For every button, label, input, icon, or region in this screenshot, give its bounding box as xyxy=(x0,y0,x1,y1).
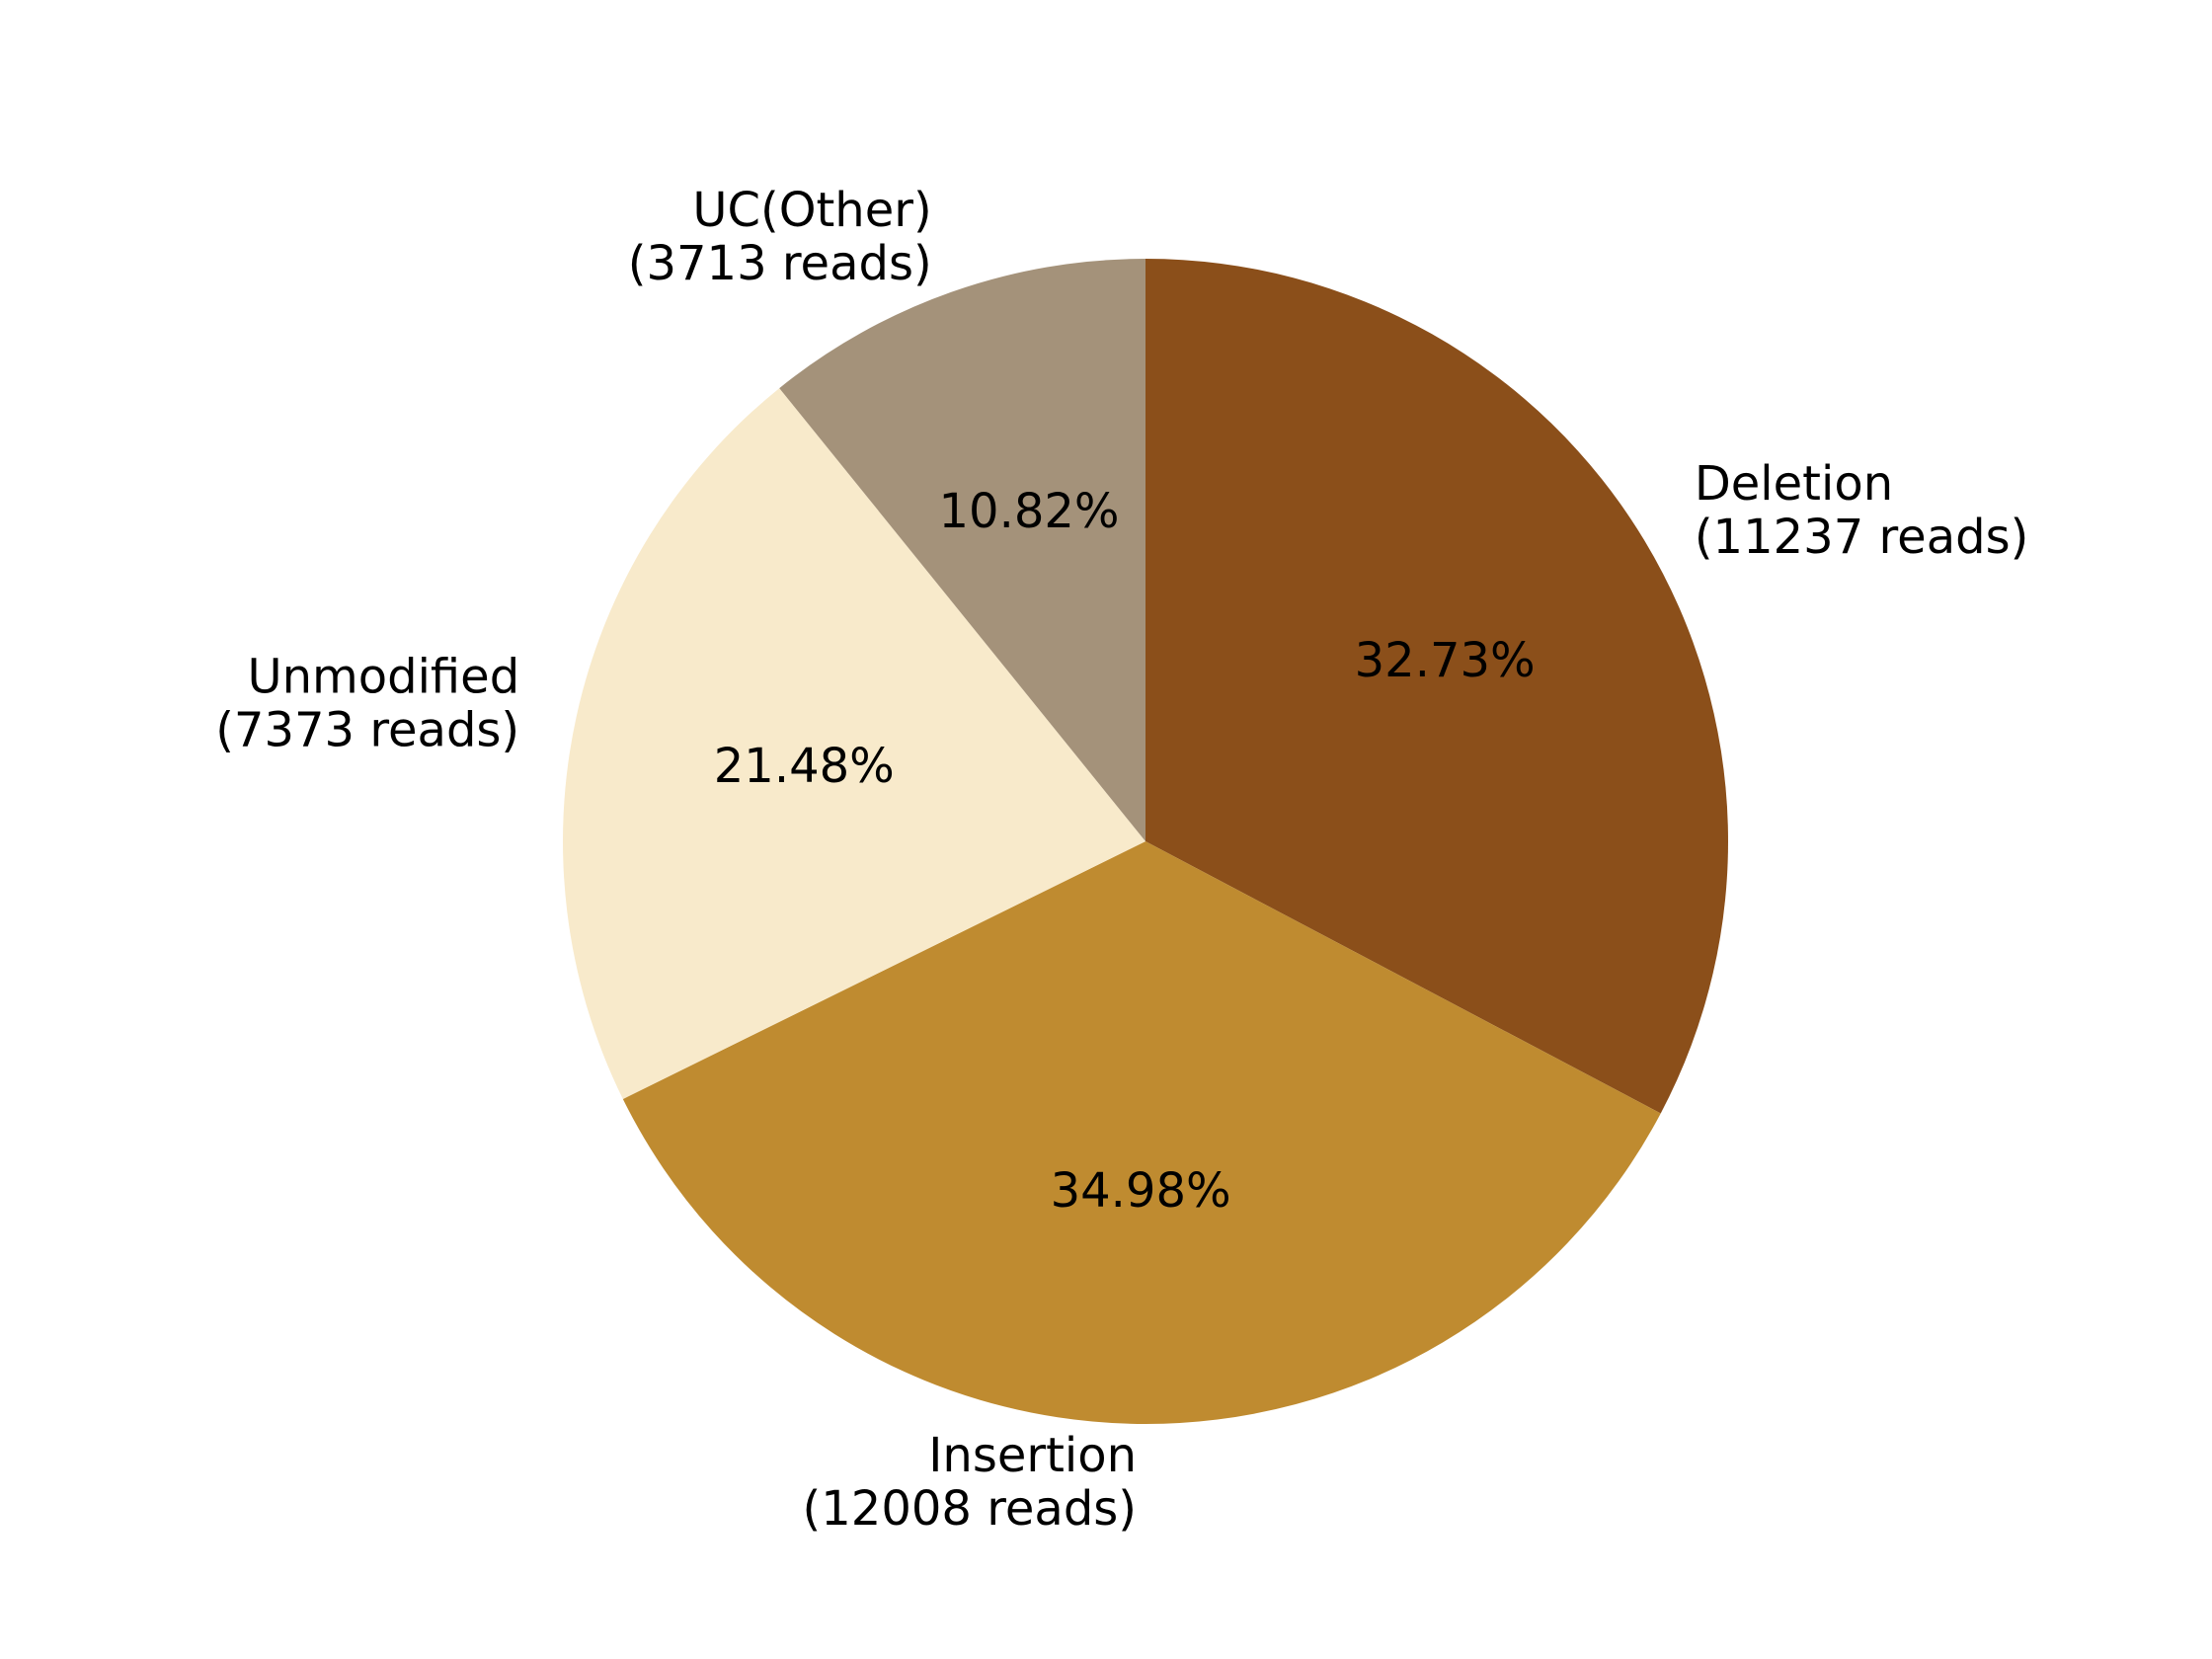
slice-reads-label: (7373 reads) xyxy=(215,703,519,758)
percent-label: 32.73% xyxy=(1355,633,1536,688)
slice-reads-label: (12008 reads) xyxy=(803,1481,1138,1537)
slice-reads-label: (11237 reads) xyxy=(1695,510,2029,565)
percent-label: 10.82% xyxy=(939,484,1120,539)
percent-labels: 32.73% 34.98% 21.48% 10.82% xyxy=(714,484,1536,1219)
slice-name-label: Deletion xyxy=(1695,456,1893,512)
slice-reads-label: (3713 reads) xyxy=(628,236,932,291)
pie-slice-uc-other xyxy=(779,259,1146,841)
slice-name-labels: Deletion(11237 reads) Insertion(12008 rea… xyxy=(215,183,2028,1537)
slice-name-label: UC(Other) xyxy=(692,183,931,238)
slice-name-label: Unmodified xyxy=(247,650,519,705)
pie-slice-insertion xyxy=(622,841,1661,1424)
slice-name-label: Insertion xyxy=(928,1428,1137,1483)
percent-label: 34.98% xyxy=(1051,1163,1231,1219)
pie-slice-unmodified xyxy=(562,388,1146,1099)
percent-label: 21.48% xyxy=(714,739,895,794)
pie-slice-deletion xyxy=(1146,259,1728,1114)
pie-slices xyxy=(562,259,1728,1424)
